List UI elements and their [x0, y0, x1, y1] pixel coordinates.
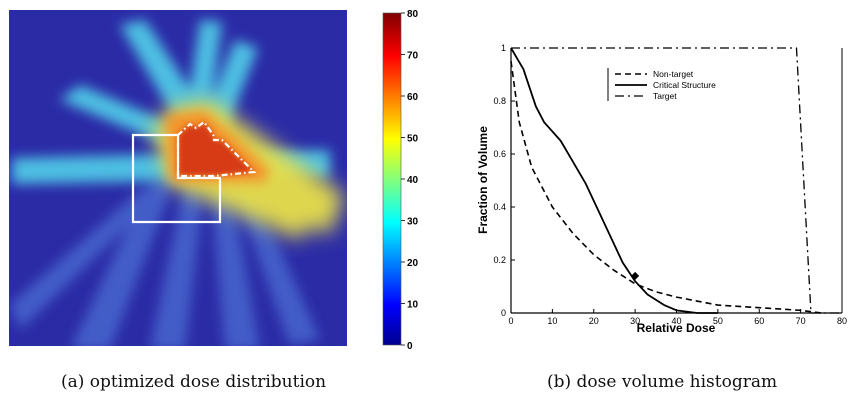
- colorbar: 0 10 20 30 40 50 60 70 80: [382, 9, 419, 352]
- legend-label: Target: [653, 91, 677, 101]
- y-ticks: 0 0.2 0.4 0.6 0.8 1: [493, 43, 515, 318]
- colorbar-gradient: [382, 12, 402, 346]
- dvh-series: [510, 47, 842, 314]
- caption-b: (b) dose volume histogram: [547, 372, 778, 392]
- x-tick-label: 30: [630, 316, 640, 326]
- y-tick-label: 0.6: [493, 149, 506, 159]
- series-line: [510, 47, 718, 314]
- x-tick-label: 80: [837, 316, 847, 326]
- y-tick-label: 0.2: [493, 255, 506, 265]
- x-tick-label: 10: [547, 316, 557, 326]
- y-axis-label: Fraction of Volume: [476, 126, 490, 234]
- colorbar-tick-label: 80: [407, 9, 419, 20]
- colorbar-tick-label: 0: [407, 341, 413, 352]
- target-hot-region: [178, 122, 254, 176]
- dvh-figure: 0 10 20 30 40 50 60 70 80 0 0.2 0.4 0.6 0.8 1 Relativ…: [476, 43, 847, 335]
- x-tick-label: 20: [589, 316, 599, 326]
- x-tick-label: 50: [713, 316, 723, 326]
- x-tick-label: 40: [671, 316, 681, 326]
- colorbar-tick-label: 30: [407, 217, 419, 228]
- x-axis-label: Relative Dose: [637, 321, 716, 335]
- series-line: [510, 61, 822, 314]
- target-outline: [176, 120, 257, 178]
- x-tick-label: 60: [754, 316, 764, 326]
- series-line: [511, 47, 842, 314]
- dose-distribution-figure: 0 10 20 30 40 50 60 70 80: [9, 9, 419, 352]
- y-tick-label: 0: [501, 308, 506, 318]
- critical-structure-outline: [131, 133, 222, 224]
- colorbar-tick-label: 70: [407, 51, 419, 62]
- colorbar-tick-label: 40: [407, 175, 419, 186]
- legend-label: Non-target: [653, 69, 694, 79]
- caption-a: (a) optimized dose distribution: [61, 372, 327, 392]
- dose-heatmap: [9, 10, 347, 346]
- colorbar-ticks: 0 10 20 30 40 50 60 70 80: [401, 9, 419, 352]
- y-tick-label: 1: [501, 43, 506, 53]
- y-tick-label: 0.8: [493, 96, 506, 106]
- dvh-annotations: [631, 271, 640, 280]
- colorbar-tick-label: 10: [407, 300, 419, 311]
- colorbar-tick-label: 20: [407, 258, 419, 269]
- x-tick-label: 70: [796, 316, 806, 326]
- colorbar-tick-label: 60: [407, 92, 419, 103]
- diamond-marker: [631, 271, 640, 280]
- x-tick-label: 0: [508, 316, 513, 326]
- y-tick-label: 0.4: [493, 202, 506, 212]
- legend-label: Critical Structure: [653, 80, 716, 90]
- colorbar-tick-label: 50: [407, 134, 419, 145]
